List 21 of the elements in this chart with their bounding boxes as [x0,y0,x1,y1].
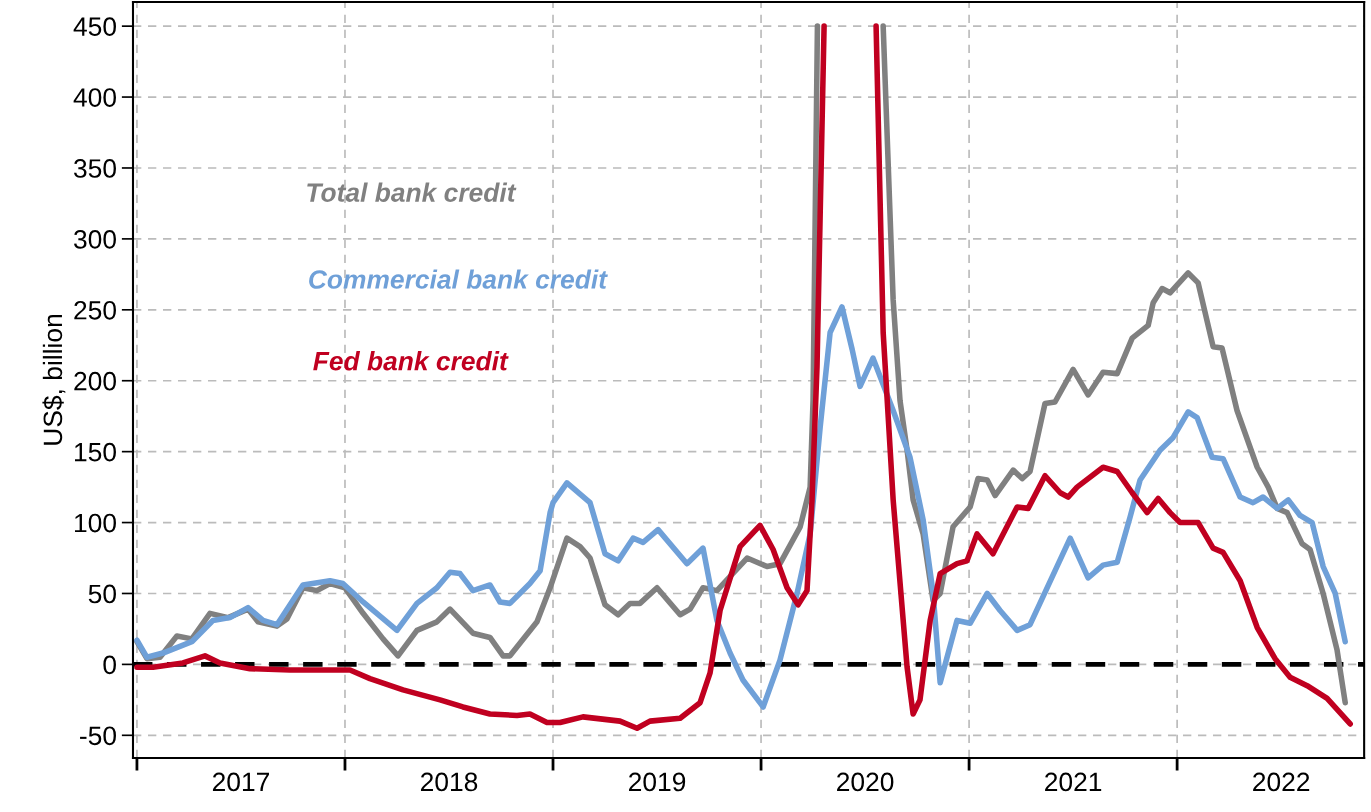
y-axis-title: US$, billion [42,314,66,445]
y-tick-label: 250 [74,300,116,320]
x-tick-label: 2019 [629,772,686,792]
x-tick-label: 2017 [212,772,269,792]
y-tick-label: 300 [74,230,116,249]
y-tick-label: 450 [73,17,116,36]
x-tick-label: 2018 [420,772,478,792]
y-tick-label: 100 [75,513,116,533]
y-tick-label: 50 [88,584,116,604]
text: Commercial bank credit [309,269,608,289]
y-tick-label: -50 [80,726,116,746]
y-tick-label: 200 [74,371,116,391]
y-tick-label: 350 [74,159,116,178]
y-tick-label: 150 [75,442,116,462]
x-tick-label: 2022 [1253,772,1310,792]
y-tick-label: 400 [73,88,116,107]
text: Total bank credit [307,182,517,202]
x-tick-label: 2020 [837,772,894,792]
y-tick-label: 0 [103,655,116,675]
x-tick-label: 2021 [1045,772,1102,792]
text: Fed bank credit [313,351,509,371]
